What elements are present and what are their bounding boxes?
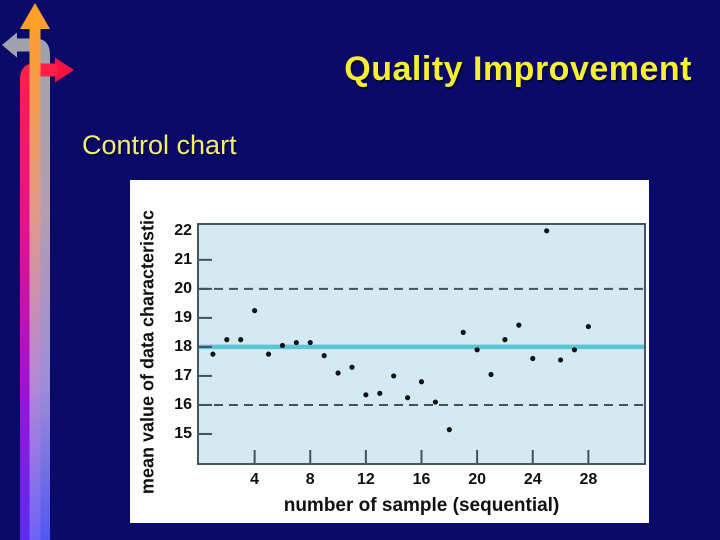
- control-chart-canvas: [199, 228, 644, 463]
- plot-area: [197, 223, 646, 465]
- data-point: [307, 339, 313, 346]
- arrows-decoration: [2, 3, 74, 540]
- data-point: [321, 353, 327, 359]
- x-tick-label: 20: [468, 471, 487, 488]
- data-point: [571, 347, 578, 353]
- up-arrow-icon: [20, 3, 50, 540]
- data-point: [265, 351, 272, 357]
- x-tick-label: 12: [356, 471, 375, 488]
- y-axis-title: mean value of data characteristic: [137, 209, 158, 494]
- data-point: [474, 347, 480, 353]
- right-arrow-icon: [20, 57, 74, 540]
- x-tick-label: 28: [579, 471, 598, 488]
- data-point: [432, 399, 439, 405]
- data-point: [530, 355, 536, 362]
- data-point: [238, 337, 244, 343]
- x-tick-label: 24: [523, 471, 542, 488]
- data-point: [252, 308, 258, 314]
- data-point: [446, 427, 452, 433]
- data-point: [377, 390, 383, 396]
- data-point: [544, 228, 550, 234]
- data-point: [224, 337, 230, 343]
- data-point: [293, 339, 299, 346]
- control-chart-figure: mean value of data characteristic number…: [130, 180, 649, 523]
- left-arrow-icon: [2, 32, 50, 540]
- y-tick-label: 17: [174, 367, 192, 385]
- y-tick-label: 22: [174, 222, 192, 240]
- data-point: [335, 370, 341, 376]
- data-point: [210, 351, 216, 357]
- y-tick-label: 19: [174, 309, 192, 327]
- x-tick-label: 4: [250, 471, 260, 488]
- x-tick-label: 8: [305, 471, 315, 488]
- x-tick-label: 16: [412, 471, 431, 488]
- data-point: [404, 395, 411, 401]
- y-tick-label: 20: [174, 280, 192, 298]
- data-point: [502, 337, 508, 343]
- data-point: [363, 392, 369, 398]
- data-point: [418, 379, 425, 385]
- y-tick-label: 21: [174, 251, 192, 269]
- data-point: [557, 357, 564, 363]
- slide-title: Quality Improvement: [344, 50, 692, 88]
- data-point: [391, 373, 397, 379]
- data-point: [460, 329, 466, 335]
- data-point: [279, 342, 286, 349]
- x-axis-title: number of sample (sequential): [283, 495, 560, 516]
- y-tick-label: 15: [174, 425, 192, 443]
- y-tick-label: 16: [174, 396, 192, 414]
- data-point: [585, 323, 591, 330]
- data-point: [488, 371, 494, 378]
- y-tick-label: 18: [174, 338, 192, 356]
- data-point: [349, 364, 355, 370]
- slide-subtitle: Control chart: [82, 130, 237, 160]
- data-point: [516, 322, 522, 328]
